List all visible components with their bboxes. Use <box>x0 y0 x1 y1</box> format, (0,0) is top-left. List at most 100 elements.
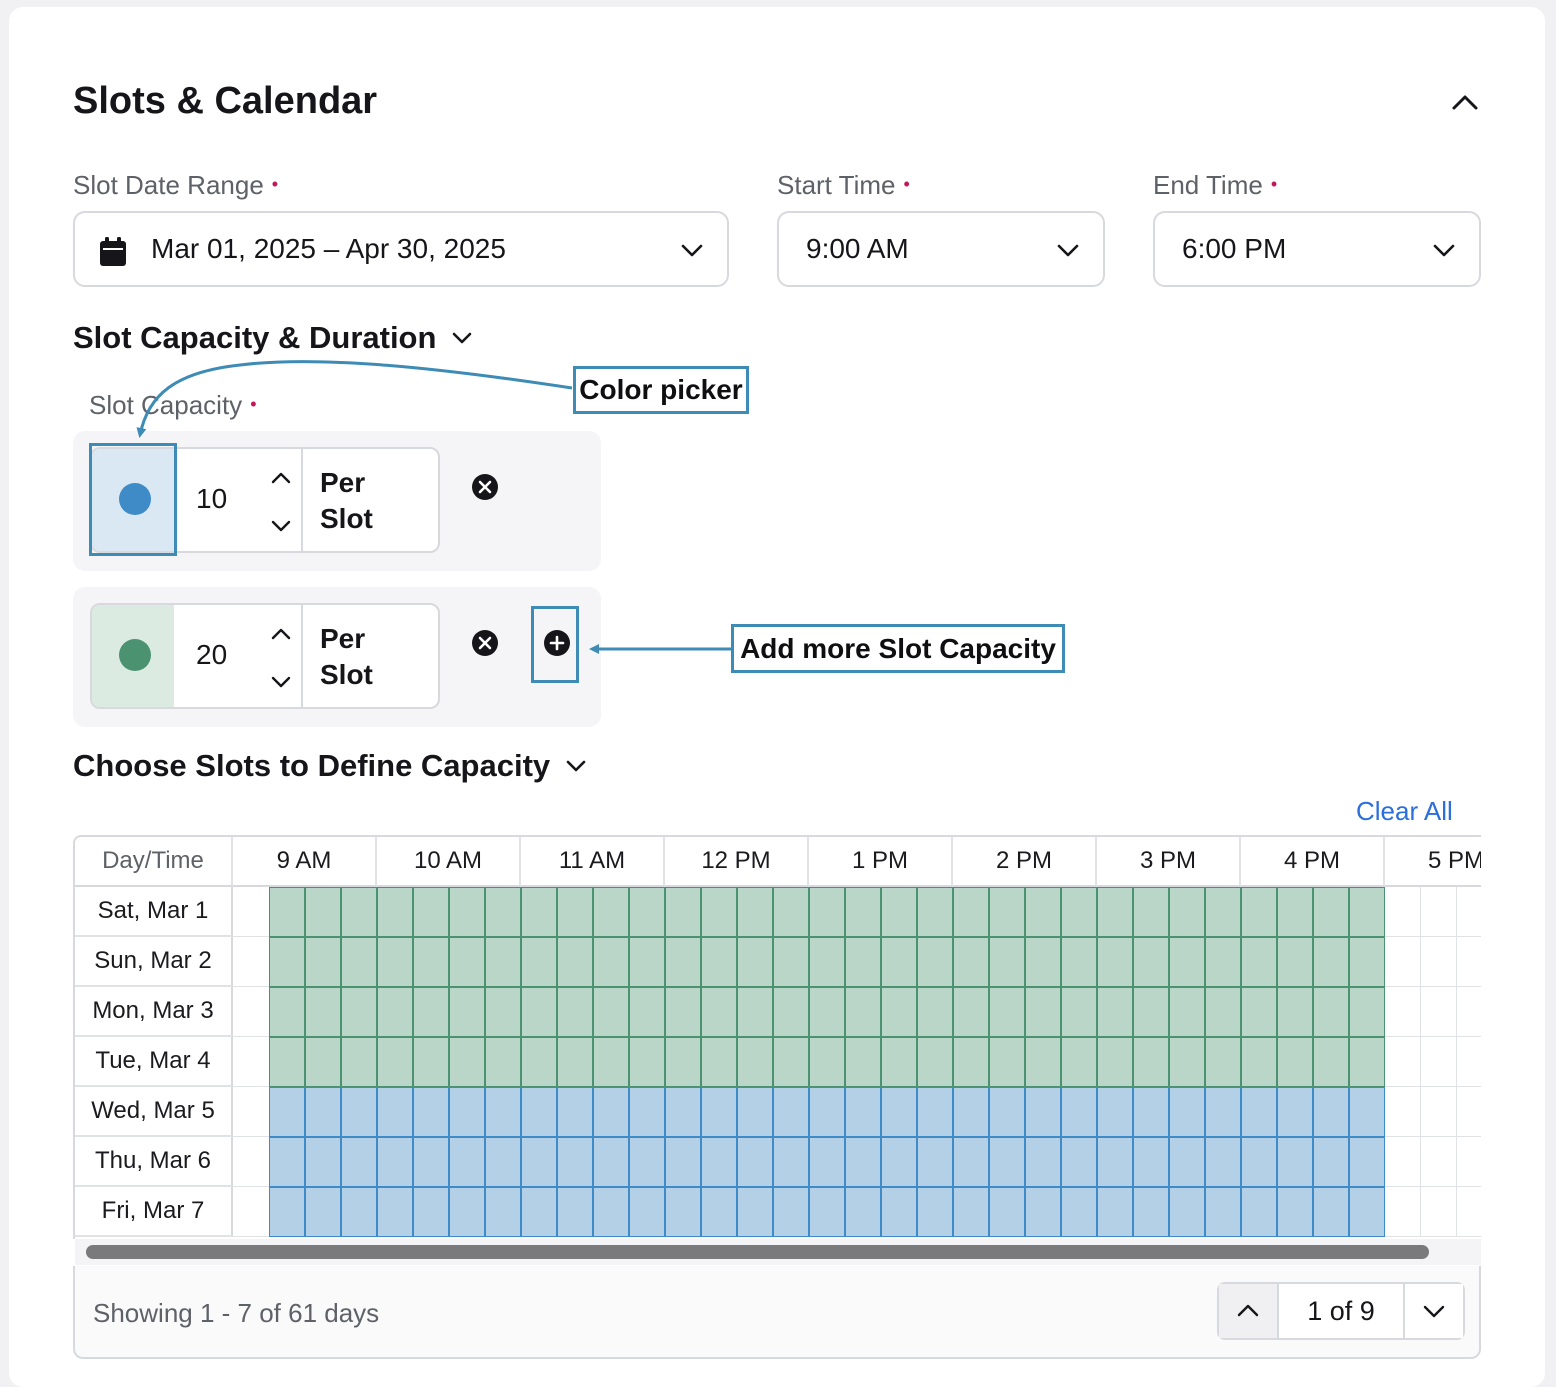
slot-cell[interactable] <box>449 1087 485 1137</box>
slot-cell[interactable] <box>701 887 737 937</box>
slot-cell[interactable] <box>881 1187 917 1237</box>
slot-cell[interactable] <box>1097 937 1133 987</box>
slot-cell[interactable] <box>233 937 269 987</box>
slot-cell[interactable] <box>1313 1087 1349 1137</box>
slot-cell[interactable] <box>1421 1087 1457 1137</box>
slot-cell[interactable] <box>737 987 773 1037</box>
slot-cell[interactable] <box>1457 1087 1481 1137</box>
slot-cell[interactable] <box>989 1087 1025 1137</box>
end-time-select[interactable]: 6:00 PM <box>1153 211 1481 287</box>
slot-cell[interactable] <box>1097 887 1133 937</box>
capacity-section-toggle[interactable]: Slot Capacity & Duration <box>73 320 474 356</box>
slot-cell[interactable] <box>1241 1087 1277 1137</box>
slot-cell[interactable] <box>1421 987 1457 1037</box>
slot-cell[interactable] <box>305 987 341 1037</box>
slot-cell[interactable] <box>377 1037 413 1087</box>
slot-cell[interactable] <box>809 1187 845 1237</box>
slot-cell[interactable] <box>305 1087 341 1137</box>
slot-cell[interactable] <box>521 1137 557 1187</box>
slot-cell[interactable] <box>305 1187 341 1237</box>
slot-cell[interactable] <box>1313 1137 1349 1187</box>
slot-cell[interactable] <box>1421 887 1457 937</box>
slot-cell[interactable] <box>1061 887 1097 937</box>
slot-cell[interactable] <box>953 1087 989 1137</box>
slot-cell[interactable] <box>881 937 917 987</box>
slot-cell[interactable] <box>485 1037 521 1087</box>
slot-cell[interactable] <box>377 887 413 937</box>
slot-cell[interactable] <box>665 1037 701 1087</box>
slot-cell[interactable] <box>1277 1037 1313 1087</box>
slot-cell[interactable] <box>845 887 881 937</box>
slot-cell[interactable] <box>269 1137 305 1187</box>
slot-cell[interactable] <box>629 1137 665 1187</box>
slot-cell[interactable] <box>557 1037 593 1087</box>
slot-cell[interactable] <box>701 987 737 1037</box>
slot-cell[interactable] <box>413 1187 449 1237</box>
slot-cell[interactable] <box>1133 937 1169 987</box>
slot-cell[interactable] <box>521 937 557 987</box>
slot-cell[interactable] <box>845 1087 881 1137</box>
slot-cell[interactable] <box>629 1087 665 1137</box>
slot-cell[interactable] <box>1385 887 1421 937</box>
slot-cell[interactable] <box>773 887 809 937</box>
add-capacity-icon[interactable] <box>542 628 572 658</box>
slot-cell[interactable] <box>701 937 737 987</box>
slot-cell[interactable] <box>1133 1137 1169 1187</box>
slot-cell[interactable] <box>1349 1037 1385 1087</box>
slot-cell[interactable] <box>1349 887 1385 937</box>
slot-cell[interactable] <box>701 1137 737 1187</box>
start-time-select[interactable]: 9:00 AM <box>777 211 1105 287</box>
slot-cell[interactable] <box>305 937 341 987</box>
slot-cell[interactable] <box>737 887 773 937</box>
slot-cell[interactable] <box>341 1137 377 1187</box>
slot-cell[interactable] <box>881 1087 917 1137</box>
slot-cell[interactable] <box>1277 1187 1313 1237</box>
slot-cell[interactable] <box>1241 1137 1277 1187</box>
slot-cell[interactable] <box>413 887 449 937</box>
slot-cell[interactable] <box>1349 937 1385 987</box>
slot-cell[interactable] <box>773 1037 809 1087</box>
slot-cell[interactable] <box>773 1087 809 1137</box>
slot-cell[interactable] <box>341 1037 377 1087</box>
remove-capacity-icon[interactable] <box>470 628 500 658</box>
slot-cell[interactable] <box>1385 1087 1421 1137</box>
slot-cell[interactable] <box>1457 887 1481 937</box>
slot-cell[interactable] <box>665 1187 701 1237</box>
slot-cell[interactable] <box>809 887 845 937</box>
slot-cell[interactable] <box>701 1087 737 1137</box>
slot-cell[interactable] <box>1205 937 1241 987</box>
slot-cell[interactable] <box>305 887 341 937</box>
slot-cell[interactable] <box>809 1087 845 1137</box>
slot-cell[interactable] <box>1061 1087 1097 1137</box>
slot-cell[interactable] <box>1277 887 1313 937</box>
slot-cell[interactable] <box>521 1037 557 1087</box>
slot-cell[interactable] <box>809 1037 845 1087</box>
slot-cell[interactable] <box>1025 1187 1061 1237</box>
slot-cell[interactable] <box>1457 1187 1481 1237</box>
slot-cell[interactable] <box>809 987 845 1037</box>
slot-cell[interactable] <box>413 1137 449 1187</box>
slot-cell[interactable] <box>1277 1137 1313 1187</box>
slot-cell[interactable] <box>1061 1037 1097 1087</box>
slot-cell[interactable] <box>485 1137 521 1187</box>
slot-cell[interactable] <box>1385 987 1421 1037</box>
slot-cell[interactable] <box>449 1187 485 1237</box>
slot-cell[interactable] <box>1385 1037 1421 1087</box>
slot-cell[interactable] <box>1025 937 1061 987</box>
slot-cell[interactable] <box>557 987 593 1037</box>
slot-cell[interactable] <box>521 887 557 937</box>
slot-cell[interactable] <box>953 1137 989 1187</box>
slot-cell[interactable] <box>557 1137 593 1187</box>
slot-cell[interactable] <box>917 1187 953 1237</box>
slot-cell[interactable] <box>953 1187 989 1237</box>
slot-cell[interactable] <box>917 1087 953 1137</box>
decrement-button[interactable] <box>264 509 298 543</box>
slot-cell[interactable] <box>1025 1137 1061 1187</box>
slot-cell[interactable] <box>413 987 449 1037</box>
slot-cell[interactable] <box>1277 1087 1313 1137</box>
slot-cell[interactable] <box>989 1137 1025 1187</box>
slot-cell[interactable] <box>629 1187 665 1237</box>
slot-cell[interactable] <box>1205 887 1241 937</box>
slot-cell[interactable] <box>1061 987 1097 1037</box>
slot-cell[interactable] <box>1205 987 1241 1037</box>
